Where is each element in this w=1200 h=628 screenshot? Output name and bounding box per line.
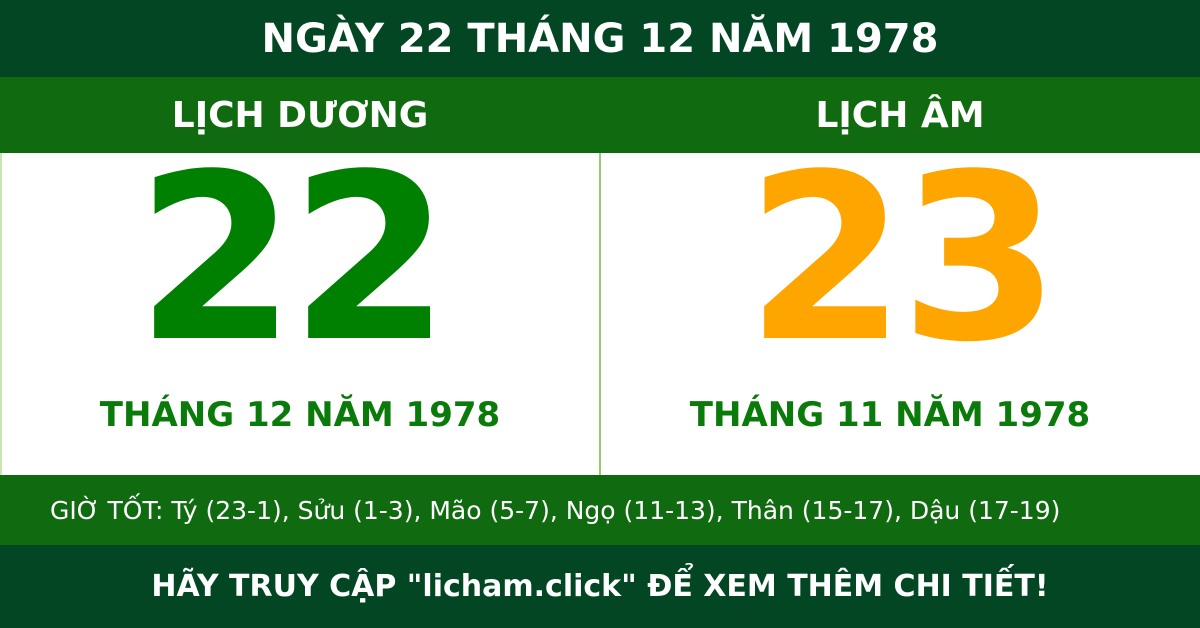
solar-calendar-label: LỊCH DƯƠNG — [171, 94, 429, 136]
footer-cta: HÃY TRUY CẬP "licham.click" ĐỂ XEM THÊM … — [0, 545, 1200, 628]
lunar-calendar-label: LỊCH ÂM — [815, 94, 985, 136]
solar-day: 22 — [135, 126, 450, 393]
good-hours: GIỜ TỐT: Tý (23-1), Sửu (1-3), Mão (5-7)… — [0, 475, 1200, 545]
solar-month-year: THÁNG 12 NĂM 1978 — [99, 395, 501, 435]
column-divider — [599, 153, 601, 475]
page-title: NGÀY 22 THÁNG 12 NĂM 1978 — [0, 0, 1200, 77]
lunar-day: 23 — [745, 126, 1060, 393]
header-band — [0, 77, 1200, 153]
left-edge — [0, 153, 2, 475]
lunar-month-year: THÁNG 11 NĂM 1978 — [689, 395, 1091, 435]
